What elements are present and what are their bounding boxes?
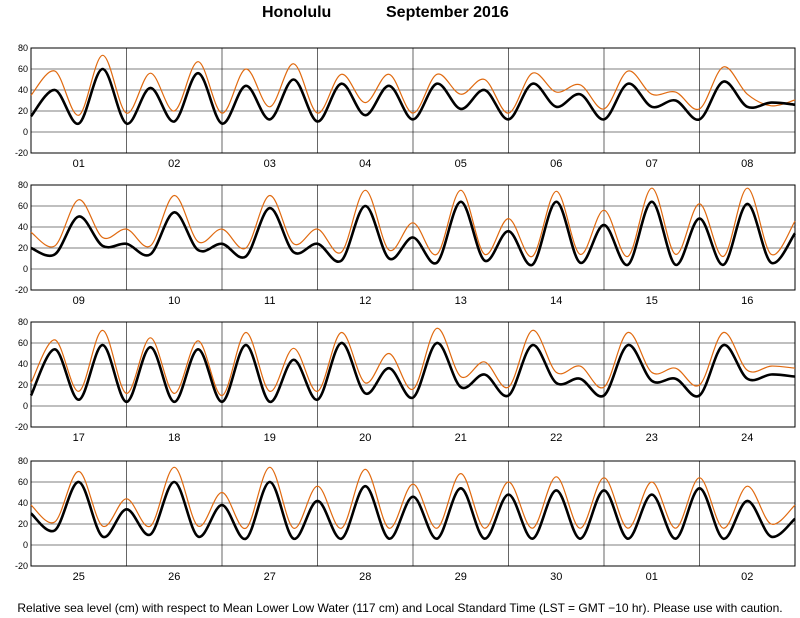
y-tick-label: 0 [23, 540, 28, 550]
y-tick-label: -20 [15, 422, 28, 432]
y-tick-label: 20 [18, 106, 28, 116]
x-day-label: 02 [741, 571, 753, 583]
y-tick-label: 80 [18, 317, 28, 327]
predicted-tide-line [30, 466, 796, 529]
x-day-label: 15 [646, 295, 658, 307]
x-day-label: 14 [550, 295, 562, 307]
y-tick-label: 60 [18, 338, 28, 348]
predicted-tide-line [30, 187, 796, 258]
x-day-label: 27 [264, 571, 276, 583]
x-day-label: 13 [455, 295, 467, 307]
x-day-label: 04 [359, 158, 371, 170]
y-tick-label: -20 [15, 285, 28, 295]
x-day-label: 08 [741, 158, 753, 170]
x-day-label: 24 [741, 432, 753, 444]
station-name: Honolulu [262, 4, 332, 21]
month-year: September 2016 [386, 4, 509, 21]
x-day-label: 01 [646, 571, 658, 583]
x-day-label: 01 [73, 158, 85, 170]
x-day-label: 07 [646, 158, 658, 170]
observed-sea-level-line [30, 480, 796, 541]
y-tick-label: 0 [23, 401, 28, 411]
x-day-label: 10 [168, 295, 180, 307]
observed-sea-level-line [29, 67, 796, 125]
x-day-label: 05 [455, 158, 467, 170]
panel-frame [30, 321, 796, 428]
x-day-label: 28 [359, 571, 371, 583]
y-tick-label: 40 [18, 222, 28, 232]
x-day-label: 03 [264, 158, 276, 170]
x-day-label: 09 [73, 295, 85, 307]
x-day-label: 26 [168, 571, 180, 583]
observed-sea-level-line [29, 341, 796, 404]
x-day-label: 16 [741, 295, 753, 307]
x-day-label: 02 [168, 158, 180, 170]
footnote: Relative sea level (cm) with respect to … [17, 601, 783, 615]
y-tick-label: 80 [18, 456, 28, 466]
y-tick-label: 80 [18, 43, 28, 53]
y-tick-label: 20 [18, 380, 28, 390]
x-day-label: 29 [455, 571, 467, 583]
y-tick-label: -20 [15, 148, 28, 158]
x-day-label: 11 [264, 295, 275, 307]
x-day-label: 22 [550, 432, 562, 444]
x-day-label: 19 [264, 432, 276, 444]
predicted-tide-line [30, 54, 796, 116]
y-tick-label: 40 [18, 498, 28, 508]
y-tick-label: 60 [18, 477, 28, 487]
x-day-label: 30 [550, 571, 562, 583]
y-tick-label: 40 [18, 359, 28, 369]
x-day-label: 21 [455, 432, 467, 444]
y-tick-label: 0 [23, 264, 28, 274]
panel-frame [30, 184, 796, 291]
y-tick-label: -20 [15, 561, 28, 571]
y-tick-label: 60 [18, 201, 28, 211]
x-day-label: 12 [359, 295, 371, 307]
y-tick-label: 0 [23, 127, 28, 137]
y-tick-label: 60 [18, 64, 28, 74]
x-day-label: 06 [550, 158, 562, 170]
x-day-label: 23 [646, 432, 658, 444]
x-day-label: 20 [359, 432, 371, 444]
predicted-tide-line [30, 327, 796, 397]
y-tick-label: 20 [18, 519, 28, 529]
y-tick-label: 80 [18, 180, 28, 190]
x-day-label: 18 [168, 432, 180, 444]
y-tick-label: 40 [18, 85, 28, 95]
chart-title: Honolulu September 2016 [0, 4, 800, 26]
x-day-label: 17 [73, 432, 85, 444]
y-tick-label: 20 [18, 243, 28, 253]
observed-sea-level-line [30, 200, 797, 267]
x-day-label: 25 [73, 571, 85, 583]
